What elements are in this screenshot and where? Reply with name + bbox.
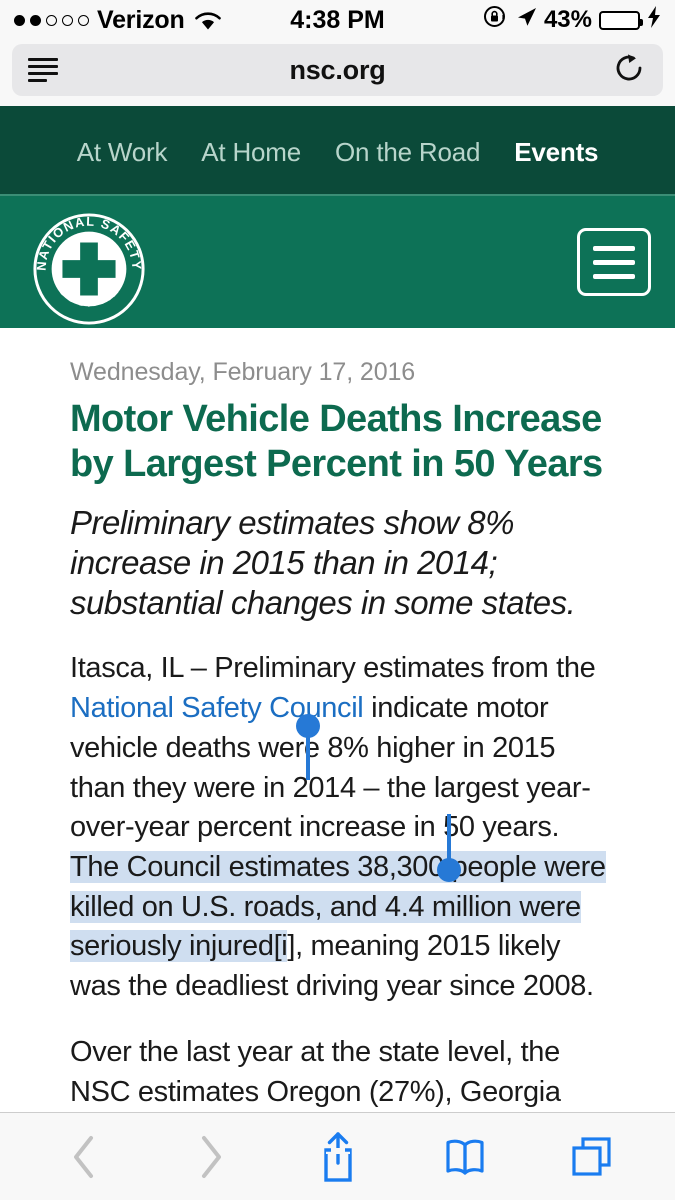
nsc-logo-icon[interactable]: NATIONAL SAFETY COUNCIL: [30, 210, 148, 328]
url-text: nsc.org: [289, 54, 386, 85]
national-safety-council-link[interactable]: National Safety Council: [70, 692, 364, 725]
nav-item-at-home[interactable]: At Home: [201, 136, 302, 167]
paragraph-text-after-link: indicate motor vehicle deaths were 8% hi…: [70, 692, 591, 844]
article-subheading: Preliminary estimates show 8% increase i…: [70, 503, 576, 622]
bookmarks-book-icon[interactable]: [430, 1126, 500, 1188]
bottom-toolbar: [0, 1112, 675, 1200]
article-paragraph-1: Itasca, IL – Preliminary estimates from …: [70, 649, 607, 1006]
selection-end-knob[interactable]: [437, 858, 461, 882]
address-bar[interactable]: nsc.org: [12, 44, 663, 96]
status-bar-right: 43%: [483, 4, 661, 36]
carrier-name: Verizon: [97, 5, 185, 34]
battery-percent: 43%: [543, 6, 592, 33]
article-date: Wednesday, February 17, 2016: [70, 358, 416, 386]
hamburger-menu-icon[interactable]: [577, 228, 651, 296]
rotation-lock-icon: [483, 4, 508, 36]
location-arrow-icon: [515, 6, 537, 35]
nav-item-on-the-road[interactable]: On the Road: [335, 136, 481, 167]
nav-item-at-work[interactable]: At Work: [76, 136, 168, 167]
site-header: NATIONAL SAFETY COUNCIL: [0, 194, 675, 328]
back-chevron-icon[interactable]: [49, 1126, 119, 1188]
status-bar-left: Verizon: [14, 6, 221, 35]
battery-icon: [599, 10, 643, 30]
wifi-icon: [194, 10, 221, 30]
site-navigation: At Work At Home On the Road Events: [0, 106, 675, 194]
page-title: Motor Vehicle Deaths Increase by Largest…: [70, 398, 603, 485]
selection-end-bar: [447, 814, 451, 862]
tabs-icon[interactable]: [557, 1126, 627, 1188]
paragraph-text-after-selection: ], meaning 2015 likely was the deadliest…: [70, 930, 594, 1003]
signal-strength-icon: [14, 14, 89, 26]
share-icon[interactable]: [303, 1126, 373, 1188]
selection-start-bar: [306, 732, 310, 780]
forward-chevron-icon[interactable]: [176, 1126, 246, 1188]
browser-toolbar: nsc.org: [0, 40, 675, 106]
reader-view-icon[interactable]: [28, 58, 62, 82]
nav-item-events[interactable]: Events: [514, 136, 599, 167]
lightning-bolt-icon: [647, 5, 661, 35]
article-paragraph-2: Over the last year at the state level, t…: [70, 1035, 561, 1108]
paragraph-text-before-link: Itasca, IL – Preliminary estimates from …: [70, 652, 596, 685]
reload-icon[interactable]: [613, 51, 647, 90]
status-bar: Verizon 4:38 PM: [0, 0, 675, 40]
article-content: Wednesday, February 17, 2016 Motor Vehic…: [0, 328, 675, 1112]
